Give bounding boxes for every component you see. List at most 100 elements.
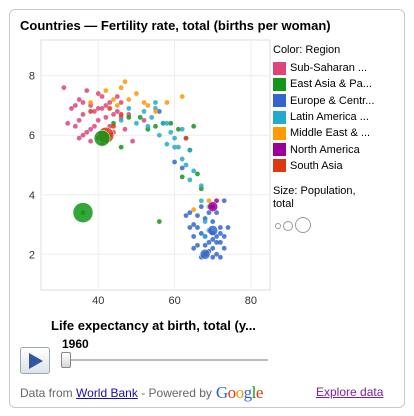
data-point <box>187 147 193 153</box>
data-point <box>88 100 94 105</box>
data-point <box>88 109 94 114</box>
time-slider-handle[interactable] <box>61 352 71 368</box>
plot-area[interactable]: 40 60 80 2 4 6 8 <box>10 10 405 320</box>
data-point <box>99 94 105 99</box>
data-point <box>130 138 135 144</box>
legend-item[interactable]: Middle East & ... <box>273 125 403 141</box>
data-point <box>217 254 223 260</box>
footer-powered: - Powered by <box>141 386 212 400</box>
data-point <box>198 204 204 210</box>
play-button[interactable] <box>20 347 50 374</box>
explore-data-link[interactable]: Explore data <box>316 385 384 399</box>
legend-item[interactable]: Latin America ... <box>273 109 403 125</box>
data-point <box>80 112 86 117</box>
data-point <box>141 109 147 114</box>
data-point <box>72 123 78 129</box>
data-point <box>191 207 197 213</box>
data-point <box>191 123 197 129</box>
google-logo-letter: o <box>227 383 237 402</box>
y-tick-label: 4 <box>29 190 35 202</box>
data-point <box>99 106 105 111</box>
legend-swatch <box>273 110 286 124</box>
data-point <box>122 79 128 85</box>
data-point <box>202 234 208 239</box>
data-point <box>225 225 231 230</box>
data-point <box>221 245 227 251</box>
y-tick-label: 6 <box>29 130 35 142</box>
data-point <box>103 114 109 120</box>
data-point <box>179 165 185 171</box>
x-axis-label[interactable]: Life expectancy at birth, total (y... <box>51 318 256 333</box>
legend-item[interactable]: South Asia <box>273 158 403 174</box>
data-point <box>80 100 86 105</box>
data-point <box>118 100 124 105</box>
y-tick-label: 8 <box>29 71 35 83</box>
data-point <box>103 103 109 108</box>
x-tick-label: 80 <box>245 295 257 307</box>
data-point <box>183 213 189 218</box>
data-point <box>176 126 181 132</box>
data-point <box>95 117 101 123</box>
data-point <box>156 132 162 138</box>
motion-chart-widget: Countries — Fertility rate, total (birth… <box>9 9 405 408</box>
data-point <box>191 234 197 239</box>
data-point <box>84 88 90 93</box>
size-scale-icons <box>273 215 403 235</box>
data-point <box>217 225 223 230</box>
legend-item[interactable]: Europe & Centr... <box>273 93 403 109</box>
data-point <box>206 239 212 245</box>
legend-item[interactable]: Sub-Saharan ... <box>273 60 403 76</box>
data-point <box>88 126 94 132</box>
legend-label: South Asia <box>290 159 343 172</box>
data-point <box>134 120 139 126</box>
data-point <box>156 109 162 114</box>
legend-color-heading[interactable]: Color: Region <box>273 44 341 56</box>
data-point <box>214 239 219 245</box>
data-point <box>141 117 147 123</box>
legend-item[interactable]: East Asia & Pa... <box>273 76 403 92</box>
data-point <box>76 135 82 141</box>
legend-label: East Asia & Pa... <box>290 78 372 91</box>
time-slider-track[interactable] <box>64 359 268 361</box>
data-bubble[interactable] <box>207 225 218 236</box>
size-medium-circle-icon <box>283 221 293 232</box>
data-bubble[interactable] <box>72 202 94 223</box>
data-point <box>202 242 208 248</box>
data-point <box>191 245 197 251</box>
data-point <box>118 85 124 91</box>
data-point <box>84 129 90 135</box>
data-point <box>168 129 174 135</box>
data-point <box>210 237 216 242</box>
data-point <box>88 138 94 144</box>
data-point <box>221 234 227 239</box>
data-point <box>114 103 120 108</box>
legend-size-heading[interactable]: Size: Population, total <box>273 185 403 211</box>
data-point <box>126 106 132 111</box>
legend-item[interactable]: North America <box>273 141 403 157</box>
data-bubble[interactable] <box>199 249 211 260</box>
y-tick-label: 2 <box>29 249 35 261</box>
data-point <box>118 112 124 117</box>
size-small-circle-icon <box>275 223 281 230</box>
data-point <box>210 219 216 224</box>
data-point <box>153 100 158 105</box>
legend-swatch <box>273 94 286 108</box>
data-point <box>141 100 147 105</box>
data-point <box>195 171 200 177</box>
data-point <box>111 123 116 129</box>
data-point <box>195 225 200 230</box>
data-point <box>164 120 170 126</box>
legend-label: Middle East & ... <box>290 127 371 140</box>
data-point <box>160 120 166 126</box>
data-point <box>126 114 132 120</box>
data-point <box>183 135 189 141</box>
data-point <box>179 126 185 132</box>
data-bubble[interactable] <box>93 129 111 147</box>
data-point <box>221 198 227 204</box>
data-point <box>107 100 113 105</box>
google-logo-letter: g <box>243 383 253 402</box>
data-point <box>72 103 78 108</box>
data-point <box>214 198 219 204</box>
world-bank-link[interactable]: World Bank <box>76 386 138 400</box>
data-bubble[interactable] <box>207 201 218 212</box>
